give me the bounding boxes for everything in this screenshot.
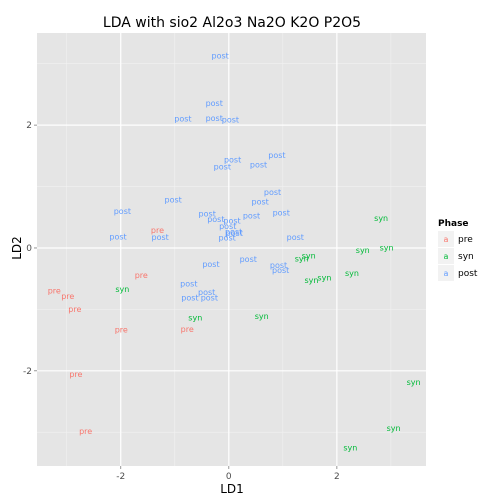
point-label-post: post xyxy=(251,197,268,206)
x-tick-label: 2 xyxy=(334,472,340,482)
point-label-pre: pre xyxy=(115,326,128,335)
legend-label-post: post xyxy=(458,269,478,279)
point-label-syn: syn xyxy=(304,276,318,285)
axis-ticks: -2 0 2 -2 0 2 xyxy=(23,121,340,482)
y-axis-label: LD2 xyxy=(10,236,24,260)
point-label-post: post xyxy=(240,255,257,264)
legend-label-syn: syn xyxy=(458,252,474,262)
point-label-post: post xyxy=(202,260,219,269)
point-label-syn: syn xyxy=(255,312,269,321)
point-label-syn: syn xyxy=(380,243,394,252)
legend-title: Phase xyxy=(438,219,469,229)
point-label-post: post xyxy=(223,216,240,225)
point-label-pre: pre xyxy=(79,427,92,436)
point-label-post: post xyxy=(180,280,197,289)
point-label-post: post xyxy=(165,195,182,204)
point-label-post: post xyxy=(270,261,287,270)
point-label-syn: syn xyxy=(387,424,401,433)
point-label-post: post xyxy=(272,266,289,275)
point-label-post: post xyxy=(201,294,218,303)
point-label-post: post xyxy=(199,210,216,219)
point-label-syn: syn xyxy=(115,285,129,294)
point-label-post: post xyxy=(206,99,223,108)
chart-title: LDA with sio2 Al2o3 Na2O K2O P2O5 xyxy=(103,15,361,31)
point-label-post: post xyxy=(250,160,267,169)
legend-glyph-post: a xyxy=(444,269,449,278)
point-label-post: post xyxy=(224,156,241,165)
point-label-post: post xyxy=(243,211,260,220)
point-label-pre: pre xyxy=(68,305,81,314)
legend-key-syn xyxy=(438,248,454,264)
point-label-post: post xyxy=(212,52,229,61)
legend-glyph-pre: a xyxy=(444,235,449,244)
x-tick-label: 0 xyxy=(226,472,232,482)
minor-gridlines xyxy=(37,33,426,466)
x-axis-label: LD1 xyxy=(220,482,244,496)
point-label-post: post xyxy=(219,234,236,243)
point-label-pre: pre xyxy=(151,226,164,235)
point-label-post: post xyxy=(174,114,191,123)
legend-key-post xyxy=(438,265,454,281)
point-label-post: post xyxy=(273,208,290,217)
x-tick-label: -2 xyxy=(116,472,125,482)
point-label-syn: syn xyxy=(302,251,316,260)
point-label-post: post xyxy=(206,114,223,123)
major-gridlines xyxy=(37,33,426,466)
point-label-syn: syn xyxy=(295,254,309,263)
point-label-post: post xyxy=(268,151,285,160)
point-label-syn: syn xyxy=(317,273,331,282)
point-label-post: post xyxy=(114,207,131,216)
point-label-post: post xyxy=(222,116,239,125)
point-label-syn: syn xyxy=(374,214,388,223)
legend-label-pre: pre xyxy=(458,235,473,245)
y-tick-label: 2 xyxy=(26,121,32,131)
point-label-post: post xyxy=(181,294,198,303)
point-label-post: post xyxy=(287,233,304,242)
point-label-post: post xyxy=(225,227,242,236)
point-label-post: post xyxy=(264,188,281,197)
point-label-post: post xyxy=(214,162,231,171)
point-label-pre: pre xyxy=(135,271,148,280)
point-label-post: post xyxy=(226,229,243,238)
legend-glyph-syn: a xyxy=(444,252,449,261)
plot-panel xyxy=(37,33,426,466)
point-label-pre: pre xyxy=(69,370,82,379)
point-label-syn: syn xyxy=(356,246,370,255)
point-label-post: post xyxy=(109,232,126,241)
y-tick-label: 0 xyxy=(26,244,32,254)
point-label-pre: pre xyxy=(48,286,61,295)
point-label-post: post xyxy=(152,233,169,242)
point-label-syn: syn xyxy=(407,378,421,387)
point-label-pre: pre xyxy=(181,325,194,334)
point-label-post: post xyxy=(207,215,224,224)
point-label-post: post xyxy=(219,222,236,231)
point-label-syn: syn xyxy=(343,444,357,453)
y-tick-label: -2 xyxy=(23,367,32,377)
point-label-syn: syn xyxy=(345,269,359,278)
point-label-syn: syn xyxy=(188,313,202,322)
legend-key-pre xyxy=(438,231,454,247)
point-label-pre: pre xyxy=(61,292,74,301)
point-label-post: post xyxy=(198,288,215,297)
